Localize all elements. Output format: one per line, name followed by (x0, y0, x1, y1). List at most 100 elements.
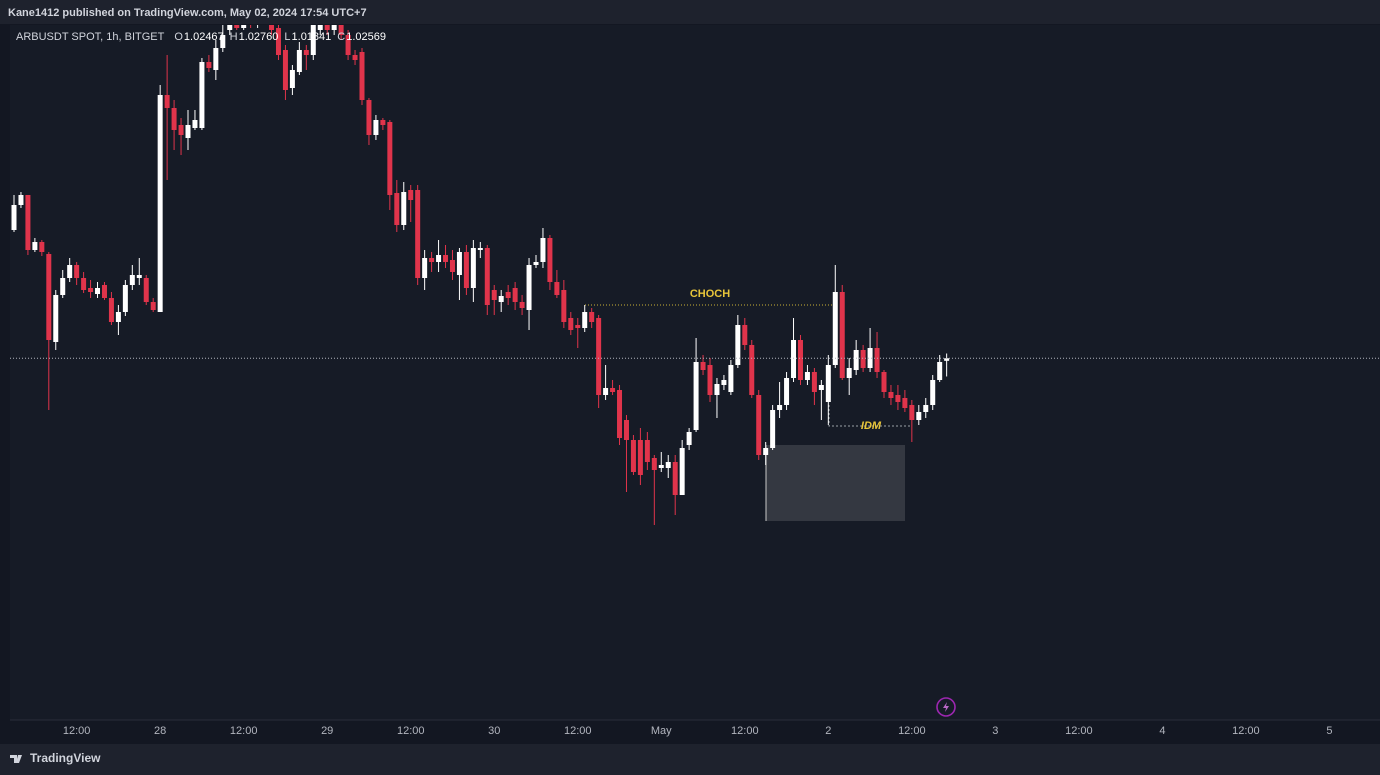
footer-bar (0, 744, 1380, 775)
candle-body (164, 95, 170, 108)
x-tick-label: 12:00 (1232, 725, 1260, 737)
candle-body (484, 248, 490, 305)
candle-body (651, 458, 657, 470)
candle-body (526, 265, 532, 310)
candle-body (519, 302, 525, 308)
candle-body (700, 362, 706, 370)
candle-body (693, 362, 699, 430)
x-tick-label: 4 (1159, 725, 1165, 737)
candle-body (665, 462, 671, 468)
candle-body (415, 190, 421, 278)
candle-body (463, 252, 469, 288)
x-tick-label: 5 (1326, 725, 1332, 737)
candle-body (610, 388, 616, 392)
brand: TradingView (30, 751, 101, 765)
candle-body (630, 440, 636, 472)
x-tick-label: 30 (488, 725, 500, 737)
candle-body (596, 318, 602, 395)
candle-body (39, 242, 45, 252)
candle-body (811, 372, 817, 392)
x-tick-label: 2 (825, 725, 831, 737)
candle-body (192, 120, 198, 128)
candle-body (213, 48, 219, 70)
candle-body (832, 292, 838, 365)
candle-body (637, 440, 643, 475)
candle-body (686, 432, 692, 445)
candle-body (888, 392, 894, 398)
candle-body (206, 62, 212, 68)
readout-value: 1.02467 (184, 31, 224, 43)
candle-body (770, 410, 776, 448)
candle-body (456, 252, 462, 275)
candle-body (505, 292, 511, 298)
candle-body (227, 25, 233, 30)
candle-body (491, 290, 497, 300)
candle-body (220, 35, 226, 48)
candle-body (735, 325, 741, 365)
candle-body (53, 295, 59, 342)
candle-body (234, 25, 240, 28)
x-tick-label: 12:00 (731, 725, 759, 737)
candle-body (81, 278, 87, 290)
readout-value: 1.02760 (239, 31, 279, 43)
x-tick-label: 12:00 (564, 725, 592, 737)
candle-body (449, 260, 455, 272)
candle-body (345, 35, 351, 55)
candle-body (178, 125, 184, 135)
candle-body (324, 25, 330, 30)
candle-body (122, 285, 128, 312)
candle-body (11, 205, 17, 230)
candle-body (540, 238, 546, 262)
candle-body (797, 340, 803, 380)
candle-body (171, 108, 177, 130)
candle-body (902, 398, 908, 408)
candle-body (408, 190, 414, 200)
readout-label: O (174, 31, 183, 43)
candle-body (359, 52, 365, 100)
candle-body (582, 312, 588, 328)
candle-body (930, 380, 936, 405)
candle-body (373, 120, 379, 135)
candle-body (916, 412, 922, 420)
candle-body (791, 340, 797, 378)
candle-body (129, 275, 135, 285)
candle-body (74, 265, 80, 278)
tv-logo[interactable]: TradingView (10, 751, 101, 765)
x-tick-label: 12:00 (1065, 725, 1093, 737)
candle-body (296, 50, 302, 72)
candle-body (317, 25, 323, 30)
candle-body (756, 395, 762, 455)
candle-body (937, 362, 943, 380)
idm-line (828, 405, 912, 427)
candle-body (895, 395, 901, 402)
candle-body (443, 255, 449, 262)
x-tick-label: May (651, 725, 672, 737)
candle-body (603, 388, 609, 395)
x-tick-label: 12:00 (63, 725, 91, 737)
candle-body (853, 350, 859, 370)
symbol: ARBUSDT SPOT, 1h, BITGET (16, 31, 165, 43)
candle-body (547, 238, 553, 282)
candle-body (679, 448, 685, 495)
candle-body (241, 25, 247, 28)
candle-body (289, 70, 295, 88)
candle-body (909, 405, 915, 420)
readout-label: L (284, 31, 290, 43)
candle-body (881, 372, 887, 392)
top-bar (0, 0, 1380, 24)
candle-body (387, 122, 393, 195)
candle-body (839, 292, 845, 378)
candle-body (749, 345, 755, 395)
candle-body (338, 25, 344, 35)
candle-body (867, 348, 873, 368)
candle-body (533, 262, 539, 265)
candle-body (422, 258, 428, 278)
candle-body (763, 448, 769, 455)
candle-body (714, 384, 720, 395)
candle-body (394, 193, 400, 225)
candle-body (672, 462, 678, 495)
candle-body (199, 62, 205, 128)
alert-icon[interactable] (936, 697, 956, 717)
candle-body (269, 25, 275, 30)
